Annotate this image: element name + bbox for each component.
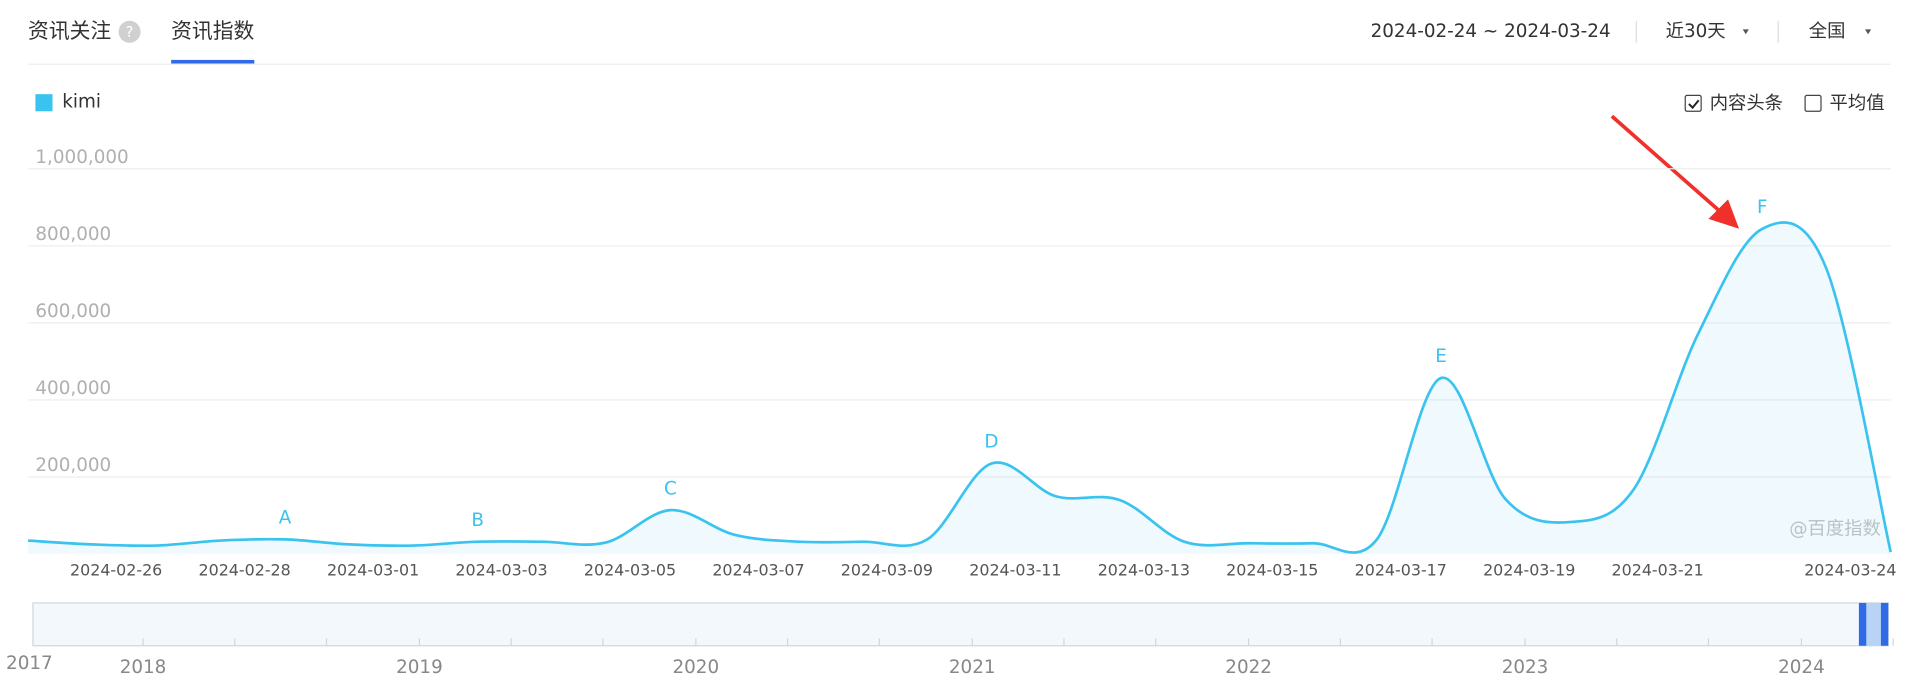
x-tick-label: 2024-03-03 bbox=[455, 561, 547, 580]
point-label: C bbox=[664, 478, 677, 499]
tab-underline bbox=[171, 59, 255, 64]
point-label: E bbox=[1435, 346, 1447, 367]
tab[interactable]: 资讯关注 bbox=[28, 19, 111, 43]
tab-active[interactable]: 资讯指数 bbox=[171, 19, 254, 43]
region-select[interactable]: 全国 bbox=[1809, 21, 1846, 42]
checkbox[interactable] bbox=[1684, 94, 1702, 112]
date-range[interactable]: 2024-02-24 ~ 2024-03-24 bbox=[1371, 21, 1611, 42]
y-tick-label: 200,000 bbox=[35, 455, 111, 476]
dropdown-arrow[interactable] bbox=[1742, 29, 1749, 35]
y-tick-label: 800,000 bbox=[35, 224, 111, 245]
checkmark[interactable] bbox=[1688, 99, 1700, 110]
y-tick-label: 400,000 bbox=[35, 378, 111, 399]
help-icon[interactable] bbox=[118, 20, 141, 43]
help-text[interactable]: ? bbox=[126, 24, 134, 41]
point-label: B bbox=[471, 510, 484, 531]
checkbox[interactable] bbox=[1804, 94, 1822, 112]
point-label: A bbox=[279, 508, 292, 529]
x-tick-label: 2024-03-21 bbox=[1612, 561, 1704, 580]
period-select[interactable]: 近30天 bbox=[1666, 21, 1726, 42]
navigator-year: 2023 bbox=[1502, 657, 1549, 678]
x-tick-label: 2024-03-17 bbox=[1355, 561, 1447, 580]
x-tick-label: 2024-03-24 bbox=[1804, 561, 1896, 580]
navigator-year: 2018 bbox=[120, 657, 167, 678]
x-tick-label: 2024-03-15 bbox=[1226, 561, 1318, 580]
navigator-year: 2024 bbox=[1778, 657, 1825, 678]
point-label: D bbox=[984, 432, 998, 453]
navigator-year: 2017 bbox=[6, 653, 53, 674]
navigator-year: 2021 bbox=[949, 657, 996, 678]
brush-handle[interactable] bbox=[1880, 602, 1889, 646]
navigator[interactable] bbox=[32, 602, 1889, 647]
checkbox-label[interactable]: 平均值 bbox=[1830, 93, 1885, 114]
y-tick-label: 600,000 bbox=[35, 301, 111, 322]
x-tick-label: 2024-03-05 bbox=[584, 561, 676, 580]
point-label: F bbox=[1757, 197, 1768, 218]
watermark: @百度指数 bbox=[1789, 519, 1881, 540]
x-tick-label: 2024-03-11 bbox=[969, 561, 1061, 580]
x-tick-label: 2024-02-26 bbox=[70, 561, 162, 580]
x-tick-label: 2024-02-28 bbox=[198, 561, 290, 580]
x-tick-label: 2024-03-09 bbox=[841, 561, 933, 580]
x-tick-label: 2024-03-07 bbox=[712, 561, 804, 580]
area bbox=[28, 222, 1891, 555]
navigator-year: 2020 bbox=[673, 657, 720, 678]
arrow-shaft bbox=[1610, 114, 1726, 217]
x-tick-label: 2024-03-13 bbox=[1098, 561, 1190, 580]
x-tick-label: 2024-03-01 bbox=[327, 561, 419, 580]
y-tick-label: 1,000,000 bbox=[35, 147, 128, 168]
navigator-year: 2019 bbox=[396, 657, 443, 678]
legend-swatch[interactable] bbox=[35, 94, 53, 112]
dropdown-arrow[interactable] bbox=[1865, 29, 1872, 35]
checkbox-label[interactable]: 内容头条 bbox=[1710, 93, 1783, 114]
arrow-head bbox=[1708, 199, 1740, 229]
legend-label[interactable]: kimi bbox=[62, 92, 101, 113]
line bbox=[27, 221, 1893, 554]
x-tick-label: 2024-03-19 bbox=[1483, 561, 1575, 580]
navigator-year: 2022 bbox=[1225, 657, 1272, 678]
brush-handle[interactable] bbox=[1858, 602, 1867, 646]
